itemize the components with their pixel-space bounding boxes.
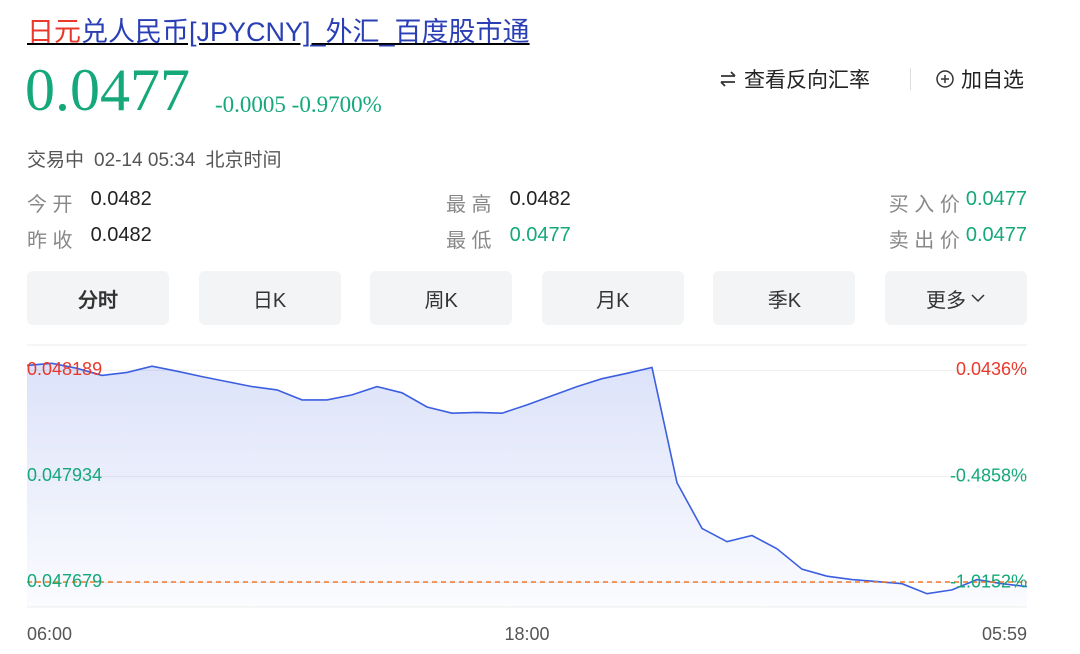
chart: 0.048189 0.0436% 0.047934 -0.4858% 0.047679 -… — [26, 344, 1028, 644]
tab[interactable]: 周K — [370, 271, 513, 325]
tab[interactable]: 季K — [713, 271, 856, 325]
stat-label: 今 开 — [27, 194, 73, 216]
change-pct: -0.9700% — [291, 92, 382, 117]
x-tick-label: 05:59 — [982, 624, 1027, 644]
tab[interactable]: 月K — [541, 271, 684, 325]
stat: 最 低 0.0477 — [446, 224, 571, 253]
stat-value: 0.0482 — [509, 188, 571, 210]
stat: 今 开 0.0482 — [27, 188, 152, 217]
stat-label: 卖 出 价 — [888, 230, 960, 252]
stat-label: 昨 收 — [27, 230, 73, 252]
stat: 昨 收 0.0482 — [27, 224, 152, 253]
tab-label[interactable]: 月K — [596, 289, 630, 312]
y2-tick-label: 0.0436% — [956, 359, 1027, 379]
title-part[interactable]: 兑人民币[JPYCNY]_外汇_百度股市通 — [81, 17, 530, 47]
stat-value: 0.0482 — [90, 224, 152, 246]
area — [27, 363, 1027, 607]
tab-label[interactable]: 日K — [252, 289, 287, 312]
change: -0.0005 -0.9700% — [215, 92, 382, 118]
tab[interactable]: 分时 — [27, 271, 169, 325]
price-line — [26, 362, 1028, 595]
title[interactable]: 日元兑人民币[JPYCNY]_外汇_百度股市通 — [27, 10, 530, 49]
chevron-icon — [971, 294, 985, 303]
stat: 卖 出 价 0.0477 — [889, 224, 1027, 253]
y-tick-label: 0.047679 — [27, 571, 102, 591]
chevron — [971, 294, 985, 303]
tab-label[interactable]: 季K — [767, 289, 802, 312]
divider — [910, 68, 911, 90]
tab[interactable]: 日K — [198, 271, 341, 325]
title-part[interactable]: 日元 — [27, 17, 81, 47]
tab-label[interactable]: 周K — [424, 289, 458, 312]
y2-tick-label: -1.0152% — [950, 571, 1027, 591]
price: 0.0477 — [25, 57, 190, 123]
x-tick-label: 06:00 — [27, 624, 72, 644]
status-zone: 北京时间 — [205, 150, 282, 171]
stat-value: 0.0477 — [509, 224, 571, 246]
stat-value: 0.0477 — [965, 224, 1027, 246]
add-watchlist-button[interactable]: 加自选 — [935, 64, 1024, 94]
y-tick-label: 0.048189 — [27, 359, 102, 379]
status-time: 02-14 05:34 — [94, 150, 196, 171]
y-tick-label: 0.047934 — [27, 465, 102, 485]
y2-tick-label: -0.4858% — [950, 465, 1027, 485]
stat-label: 最 低 — [446, 230, 492, 252]
tab[interactable]: 更多 — [885, 271, 1027, 325]
stat-label: 买 入 价 — [888, 194, 960, 216]
add-label[interactable]: 加自选 — [961, 69, 1024, 92]
change-value: -0.0005 — [215, 92, 286, 117]
stat-label: 最 高 — [446, 194, 492, 216]
stat-value: 0.0482 — [90, 188, 152, 210]
status-state: 交易中 — [27, 150, 85, 171]
reverse-label[interactable]: 查看反向汇率 — [744, 69, 870, 92]
stat: 最 高 0.0482 — [446, 188, 571, 217]
swap-icon — [720, 71, 736, 87]
tab-label[interactable]: 更多 — [926, 289, 966, 312]
stat-value: 0.0477 — [965, 188, 1027, 210]
plus-icon — [936, 70, 954, 88]
tab-label[interactable]: 分时 — [78, 289, 118, 312]
stat: 买 入 价 0.0477 — [889, 188, 1027, 217]
x-tick-label: 18:00 — [504, 624, 549, 644]
reverse-rate-button[interactable]: 查看反向汇率 — [718, 64, 870, 94]
status: 交易中 02-14 05:34 北京时间 — [27, 145, 291, 172]
